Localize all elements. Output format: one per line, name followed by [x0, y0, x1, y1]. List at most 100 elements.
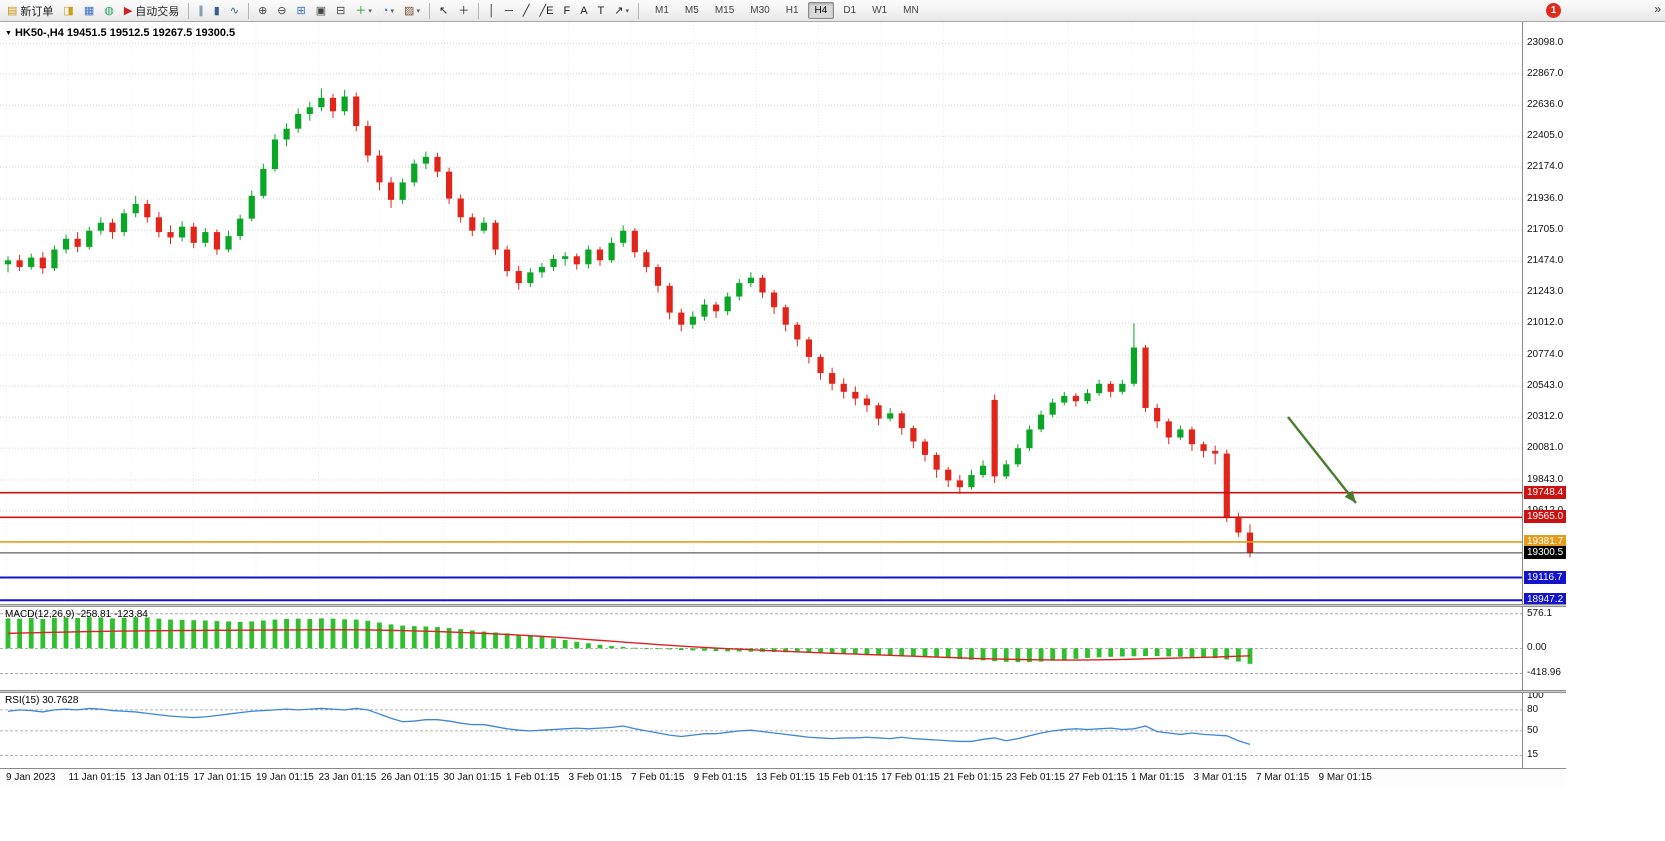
time-axis-label: 30 Jan 01:15 [443, 772, 502, 783]
clock-icon: ◔ [381, 4, 389, 17]
macd-axis-tick: 576.1 [1527, 607, 1553, 619]
candlestick-icon: ▮ [213, 4, 220, 17]
timeframe-m1-button[interactable]: M1 [655, 5, 669, 16]
macd-axis-tick: 0.00 [1527, 642, 1547, 654]
price-axis-tick: 21012.0 [1527, 317, 1564, 329]
main-chart-panel[interactable] [0, 22, 1522, 605]
timeframe-m15-button[interactable]: M15 [714, 5, 735, 16]
timeframe-mn-button[interactable]: MN [903, 5, 919, 16]
price-axis-tick: 23098.0 [1527, 37, 1564, 49]
price-axis-tick: 20543.0 [1527, 380, 1564, 392]
time-axis-label: 23 Jan 01:15 [318, 772, 377, 783]
time-axis-label: 9 Feb 01:15 [693, 772, 747, 783]
text-label-button[interactable]: T [594, 1, 609, 21]
navigator-button[interactable]: ◍ [100, 1, 118, 21]
toolbar-separator [248, 2, 250, 19]
price-axis-tick: 21705.0 [1527, 224, 1564, 236]
arrows-icon: ↗ [614, 4, 624, 17]
level-price-tag: 19565.0 [1524, 510, 1567, 524]
price-axis-tick: 22174.0 [1527, 161, 1564, 173]
toolbar-separator [478, 2, 480, 19]
macd-chart-svg[interactable] [0, 607, 1522, 690]
cursor-icon: ↖ [438, 4, 449, 17]
market-watch-icon: ▦ [83, 4, 95, 17]
vertical-line-button[interactable]: │ [484, 1, 499, 21]
notification-badge[interactable]: 1 [1546, 3, 1561, 18]
text-label-icon: T [597, 4, 605, 17]
candlestick-chart-button[interactable]: ▮ [210, 1, 224, 21]
rsi-axis-tick: 15 [1527, 749, 1539, 761]
time-axis-label: 19 Jan 01:15 [256, 772, 314, 783]
rsi-axis-tick: 50 [1527, 724, 1539, 736]
time-axis-label: 3 Feb 01:15 [568, 772, 622, 783]
expand-triangle-icon[interactable]: ▼ [5, 30, 12, 37]
crosshair-icon: ＋ [458, 4, 470, 17]
toolbar: ▤ 新订单 ◨ ▦ ◍ ▶ 自动交易 ∥ ▮ ∿ ⊕ ⊖ ⊞ ▣ ⊟ ＋ ▾ ◔ ▾ ▨ ▾ ↖ ＋ │ ─ ╱ ╱E F A T ↗ ▾ M… [0, 0, 1665, 22]
timeframe-m5-button[interactable]: M5 [684, 5, 699, 16]
fibonacci-button[interactable]: F [559, 1, 574, 21]
dropdown-caret-icon: ▾ [416, 7, 420, 15]
macd-histogram [5, 617, 1253, 664]
cursor-button[interactable]: ↖ [435, 1, 452, 21]
arrows-button[interactable]: ↗ ▾ [610, 1, 633, 21]
timeframe-m30-button[interactable]: M30 [750, 5, 770, 16]
timeframe-h4-button[interactable]: H4 [807, 2, 835, 19]
zoom-in-button[interactable]: ⊕ [254, 1, 271, 21]
rsi-label: RSI(15) 30.7628 [5, 695, 79, 706]
auto-trading-icon: ▶ [123, 4, 133, 17]
new-order-button[interactable]: ▤ 新订单 [3, 1, 57, 21]
level-lines[interactable] [0, 491, 1522, 602]
toolbar-overflow-button[interactable]: » [1654, 2, 1661, 16]
time-axis-label: 1 Feb 01:15 [506, 772, 560, 783]
price-chart-svg[interactable] [0, 22, 1522, 605]
panel-separator[interactable] [0, 690, 1566, 693]
time-axis-label: 23 Feb 01:15 [1006, 772, 1065, 783]
horizontal-line-button[interactable]: ─ [501, 1, 517, 21]
timeframe-d1-button[interactable]: D1 [843, 5, 857, 16]
rsi-panel[interactable] [0, 693, 1522, 766]
timeframe-w1-button[interactable]: W1 [872, 5, 888, 16]
indicators-button[interactable]: ＋ ▾ [351, 1, 376, 21]
timeframe-h1-button[interactable]: H1 [785, 5, 799, 16]
indicators-add-icon: ＋ [355, 4, 367, 17]
macd-signal-line [7, 629, 1251, 661]
zoom-out-button[interactable]: ⊖ [273, 1, 290, 21]
arrange-windows-icon: ⊟ [336, 4, 346, 17]
candles-group [4, 88, 1254, 558]
time-axis[interactable]: 9 Jan 2023 11 Jan 01:15 13 Jan 01:15 17 Jan… [0, 768, 1566, 789]
crosshair-button[interactable]: ＋ [454, 1, 473, 21]
time-axis-label: 13 Feb 01:15 [756, 772, 815, 783]
trend-arrow[interactable] [1287, 416, 1357, 504]
current-price-tag: 19300.5 [1524, 545, 1567, 559]
auto-trading-button-label: 自动交易 [135, 5, 180, 18]
time-axis-label: 9 Mar 01:15 [1318, 772, 1372, 783]
market-watch-button[interactable]: ▦ [80, 1, 98, 21]
cascade-windows-button[interactable]: ▣ [312, 1, 330, 21]
panel-separator[interactable] [0, 604, 1566, 607]
templates-button[interactable]: ▨ ▾ [400, 1, 424, 21]
rsi-line [7, 707, 1251, 746]
tile-windows-button[interactable]: ⊞ [293, 1, 310, 21]
time-axis-label: 1 Mar 01:15 [1131, 772, 1185, 783]
ohlc-bars-button[interactable]: ∥ [194, 1, 208, 21]
price-axis[interactable]: 23098.0 22867.0 22636.0 22405.0 22174.0 21936… [1522, 22, 1567, 768]
fibonacci-icon: F [563, 4, 571, 17]
periods-button[interactable]: ◔ ▾ [378, 1, 398, 21]
rsi-chart-svg[interactable] [0, 693, 1522, 766]
trendline-button[interactable]: ╱ [519, 1, 534, 21]
macd-panel[interactable] [0, 607, 1522, 690]
zoom-out-icon: ⊖ [277, 4, 287, 17]
channel-button[interactable]: ╱E [535, 1, 557, 21]
time-axis-label: 17 Feb 01:15 [881, 772, 940, 783]
arrange-windows-button[interactable]: ⊟ [332, 1, 349, 21]
trendline-icon: ╱ [522, 4, 530, 17]
price-axis-tick: 20774.0 [1527, 349, 1564, 361]
text-button[interactable]: A [576, 1, 591, 21]
line-chart-button[interactable]: ∿ [226, 1, 243, 21]
vertical-line-icon: │ [488, 4, 496, 17]
profiles-button[interactable]: ◨ [59, 1, 77, 21]
time-axis-label: 13 Jan 01:15 [131, 772, 189, 783]
auto-trading-button[interactable]: ▶ 自动交易 [120, 1, 183, 21]
time-axis-label: 7 Feb 01:15 [631, 772, 685, 783]
price-axis-tick: 20081.0 [1527, 442, 1564, 454]
